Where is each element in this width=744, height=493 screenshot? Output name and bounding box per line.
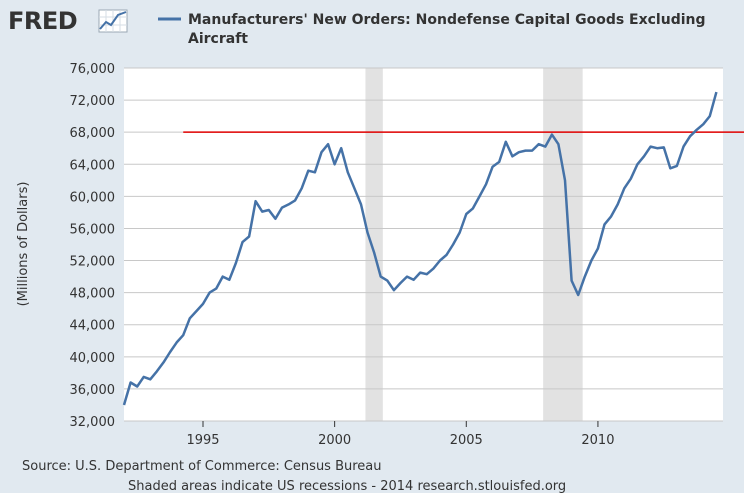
plot-area [124, 68, 723, 421]
y-tick-label: 40,000 [70, 351, 116, 366]
y-tick-label: 60,000 [70, 190, 116, 205]
x-tick-label: 2010 [581, 433, 614, 448]
chart-title-line1: Manufacturers' New Orders: Nondefense Ca… [188, 12, 706, 28]
recession-band-1 [365, 68, 383, 421]
recession-shading [365, 68, 583, 421]
recession-note: Shaded areas indicate US recessions - 20… [128, 479, 566, 493]
fred-logo: FRED [8, 7, 77, 35]
x-axis: 1995 2000 2005 2010 [186, 421, 614, 448]
source-note: Source: U.S. Department of Commerce: Cen… [22, 459, 382, 474]
x-tick-label: 2000 [318, 433, 351, 448]
series-group [122, 91, 718, 406]
y-tick-label: 48,000 [70, 287, 116, 302]
y-tick-label: 68,000 [70, 126, 116, 141]
y-tick-label: 72,000 [70, 94, 116, 109]
x-tick-label: 1995 [186, 433, 219, 448]
x-tick-label: 2005 [450, 433, 483, 448]
y-tick-label: 56,000 [70, 222, 116, 237]
y-tick-label: 76,000 [70, 62, 116, 77]
chart-title-line2: Aircraft [188, 31, 248, 47]
series-line-1 [122, 91, 718, 406]
y-tick-label: 32,000 [70, 415, 116, 430]
recession-band-2 [543, 68, 583, 421]
y-tick-label: 36,000 [70, 383, 116, 398]
y-axis-label: (Millions of Dollars) [16, 182, 31, 307]
y-axis: 32,000 36,000 40,000 44,000 48,000 52,000 56,0… [70, 62, 116, 430]
y-tick-label: 64,000 [70, 158, 116, 173]
y-tick-label: 52,000 [70, 255, 116, 270]
y-tick-label: 44,000 [70, 319, 116, 334]
fred-logo-graph-icon [98, 9, 128, 33]
